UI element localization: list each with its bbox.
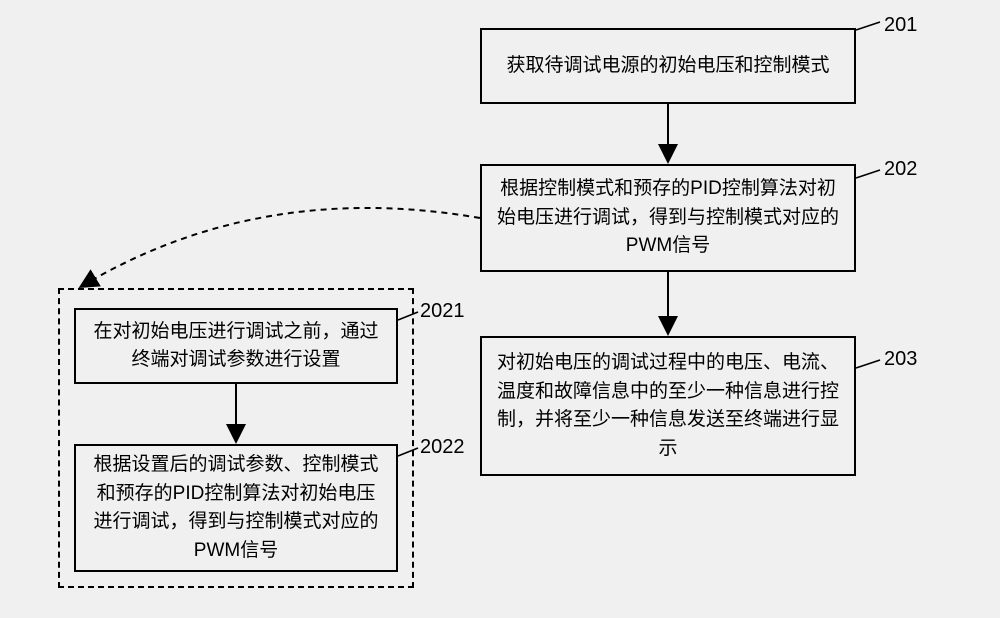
label-tick-203	[856, 360, 880, 368]
step-202-box: 根据控制模式和预存的PID控制算法对初始电压进行调试，得到与控制模式对应的PWM…	[480, 164, 856, 272]
step-2022-label: 2022	[420, 436, 465, 459]
step-2021-text: 在对初始电压进行调试之前，通过终端对调试参数进行设置	[88, 318, 384, 375]
step-2022-text: 根据设置后的调试参数、控制模式和预存的PID控制算法对初始电压进行调试，得到与控…	[88, 451, 384, 565]
step-202-text: 根据控制模式和预存的PID控制算法对初始电压进行调试，得到与控制模式对应的PWM…	[494, 175, 842, 261]
step-203-text: 对初始电压的调试过程中的电压、电流、温度和故障信息中的至少一种信息进行控制，并将…	[494, 349, 842, 463]
step-2021-label: 2021	[420, 300, 465, 323]
label-tick-202	[856, 170, 880, 178]
step-203-box: 对初始电压的调试过程中的电压、电流、温度和故障信息中的至少一种信息进行控制，并将…	[480, 336, 856, 476]
step-2021-box: 在对初始电压进行调试之前，通过终端对调试参数进行设置	[74, 308, 398, 384]
step-201-label: 201	[884, 14, 917, 37]
step-201-box: 获取待调试电源的初始电压和控制模式	[480, 28, 856, 104]
step-202-label: 202	[884, 158, 917, 181]
dashed-curve-202-to-substeps	[82, 208, 480, 286]
step-201-text: 获取待调试电源的初始电压和控制模式	[506, 52, 829, 81]
label-tick-201	[856, 22, 880, 30]
step-2022-box: 根据设置后的调试参数、控制模式和预存的PID控制算法对初始电压进行调试，得到与控…	[74, 444, 398, 572]
step-203-label: 203	[884, 348, 917, 371]
